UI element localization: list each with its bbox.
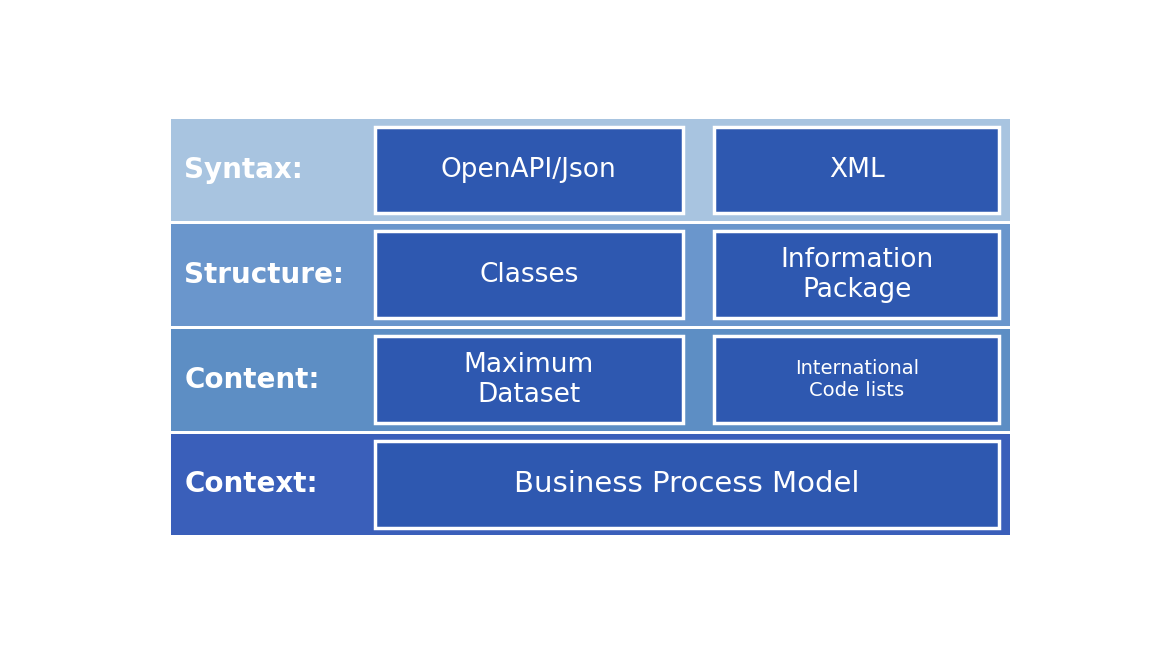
- FancyBboxPatch shape: [374, 336, 683, 423]
- FancyBboxPatch shape: [714, 231, 999, 318]
- Text: OpenAPI/Json: OpenAPI/Json: [441, 157, 616, 183]
- FancyBboxPatch shape: [170, 224, 1010, 326]
- Text: Structure:: Structure:: [184, 261, 344, 289]
- FancyBboxPatch shape: [374, 126, 683, 213]
- Text: Context:: Context:: [184, 470, 318, 498]
- FancyBboxPatch shape: [170, 329, 1010, 430]
- FancyBboxPatch shape: [170, 434, 1010, 535]
- Text: Content:: Content:: [184, 365, 319, 393]
- Text: Classes: Classes: [479, 262, 578, 288]
- FancyBboxPatch shape: [374, 231, 683, 318]
- Text: Information
Package: Information Package: [780, 247, 933, 303]
- FancyBboxPatch shape: [374, 441, 999, 528]
- Text: International
Code lists: International Code lists: [795, 359, 919, 400]
- FancyBboxPatch shape: [714, 126, 999, 213]
- FancyBboxPatch shape: [714, 336, 999, 423]
- Text: Syntax:: Syntax:: [184, 156, 303, 184]
- FancyBboxPatch shape: [170, 119, 1010, 221]
- Text: XML: XML: [829, 157, 885, 183]
- Text: Maximum
Dataset: Maximum Dataset: [464, 352, 594, 408]
- Text: Business Process Model: Business Process Model: [514, 470, 859, 498]
